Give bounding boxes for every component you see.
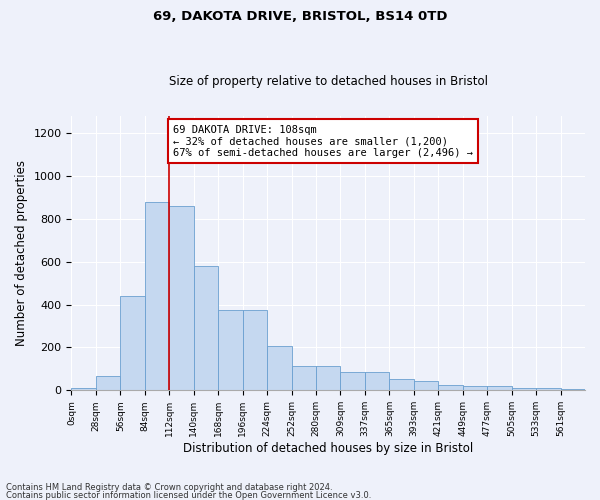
Bar — [316, 366, 340, 390]
Title: Size of property relative to detached houses in Bristol: Size of property relative to detached ho… — [169, 76, 488, 88]
Text: 69, DAKOTA DRIVE, BRISTOL, BS14 0TD: 69, DAKOTA DRIVE, BRISTOL, BS14 0TD — [153, 10, 447, 23]
X-axis label: Distribution of detached houses by size in Bristol: Distribution of detached houses by size … — [183, 442, 473, 455]
Bar — [536, 388, 560, 390]
Bar — [194, 266, 218, 390]
Bar — [438, 385, 463, 390]
Bar — [487, 386, 512, 390]
Bar — [340, 372, 365, 390]
Bar — [169, 206, 194, 390]
Text: Contains public sector information licensed under the Open Government Licence v3: Contains public sector information licen… — [6, 491, 371, 500]
Bar — [512, 388, 536, 390]
Bar — [389, 379, 414, 390]
Text: Contains HM Land Registry data © Crown copyright and database right 2024.: Contains HM Land Registry data © Crown c… — [6, 484, 332, 492]
Bar — [218, 310, 242, 390]
Bar — [292, 366, 316, 390]
Bar — [71, 388, 96, 390]
Bar — [463, 386, 487, 390]
Bar — [145, 202, 169, 390]
Bar — [365, 372, 389, 390]
Bar — [267, 346, 292, 391]
Bar — [96, 376, 121, 390]
Bar — [121, 296, 145, 390]
Bar — [242, 310, 267, 390]
Y-axis label: Number of detached properties: Number of detached properties — [15, 160, 28, 346]
Bar — [414, 382, 438, 390]
Text: 69 DAKOTA DRIVE: 108sqm
← 32% of detached houses are smaller (1,200)
67% of semi: 69 DAKOTA DRIVE: 108sqm ← 32% of detache… — [173, 124, 473, 158]
Bar — [560, 388, 585, 390]
